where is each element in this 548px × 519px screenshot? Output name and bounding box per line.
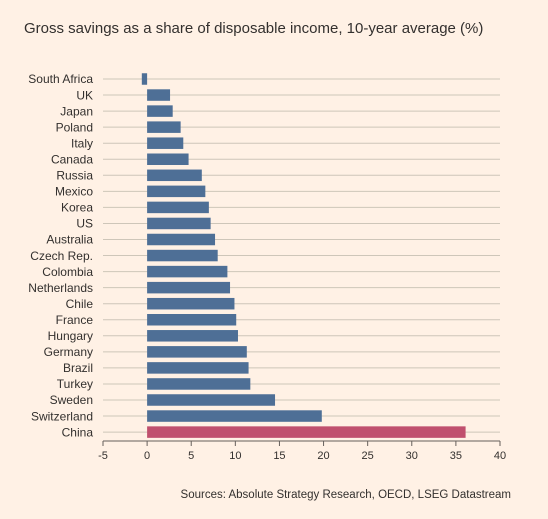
category-label: Netherlands bbox=[28, 281, 93, 295]
x-axis: -5 0 5 10 15 20 25 30 35 40 bbox=[98, 440, 506, 462]
x-tick-label: 30 bbox=[406, 450, 418, 462]
category-label: Switzerland bbox=[31, 409, 93, 423]
category-label: Sweden bbox=[50, 393, 93, 407]
category-label: Canada bbox=[51, 152, 93, 166]
source-note: Sources: Absolute Strategy Research, OEC… bbox=[180, 489, 511, 501]
bar-uk bbox=[147, 89, 171, 101]
category-label: South Africa bbox=[28, 72, 93, 86]
category-label: Turkey bbox=[57, 377, 93, 391]
category-label: Australia bbox=[46, 233, 93, 247]
category-label: France bbox=[56, 313, 94, 327]
x-tick-label: 40 bbox=[494, 450, 506, 462]
bar-chile bbox=[147, 297, 235, 310]
category-label: Japan bbox=[60, 104, 93, 118]
bar-sweden bbox=[147, 394, 276, 406]
bars bbox=[141, 73, 466, 438]
category-label: Korea bbox=[61, 201, 93, 215]
x-tick-label: 20 bbox=[317, 450, 329, 462]
bar-korea bbox=[147, 201, 209, 214]
category-label: Mexico bbox=[55, 185, 93, 199]
category-label: Czech Rep. bbox=[30, 249, 93, 263]
chart-title: Gross savings as a share of disposable i… bbox=[24, 20, 484, 37]
category-labels: South Africa UK Japan Poland Italy Canada Russ… bbox=[28, 72, 93, 439]
bar-germany bbox=[147, 346, 247, 358]
category-label: UK bbox=[76, 88, 93, 102]
x-tick-label: -5 bbox=[98, 450, 108, 462]
category-label: Poland bbox=[56, 120, 93, 134]
category-label: Hungary bbox=[48, 329, 93, 343]
x-tick-label: 15 bbox=[273, 450, 285, 462]
category-label: Russia bbox=[56, 169, 93, 183]
category-label: Brazil bbox=[63, 361, 93, 375]
category-label: Italy bbox=[71, 136, 93, 150]
x-tick-label: 5 bbox=[188, 450, 194, 462]
x-tick-label: 35 bbox=[450, 450, 462, 462]
bar-hungary bbox=[147, 330, 238, 342]
bar-switzerland bbox=[147, 410, 322, 422]
bar-canada bbox=[147, 153, 189, 165]
bar-us bbox=[147, 217, 211, 230]
bar-south-africa bbox=[141, 73, 148, 85]
bar-netherlands bbox=[147, 281, 231, 294]
category-label: US bbox=[76, 217, 93, 231]
bar-czech-rep- bbox=[147, 249, 218, 262]
bar-china bbox=[147, 426, 466, 438]
bar-japan bbox=[147, 105, 173, 117]
bar-france bbox=[147, 314, 237, 326]
x-tick-label: 0 bbox=[144, 450, 150, 462]
x-tick-label: 10 bbox=[229, 450, 241, 462]
bar-italy bbox=[147, 137, 184, 149]
x-tick-label: 25 bbox=[362, 450, 374, 462]
category-label: Colombia bbox=[42, 265, 93, 279]
bar-colombia bbox=[147, 265, 228, 278]
bar-australia bbox=[147, 233, 216, 246]
category-label: China bbox=[62, 425, 94, 439]
category-label: Germany bbox=[44, 345, 93, 359]
bar-russia bbox=[147, 169, 202, 182]
bar-mexico bbox=[147, 185, 206, 198]
category-label: Chile bbox=[66, 297, 94, 311]
bar-turkey bbox=[147, 378, 251, 390]
bar-brazil bbox=[147, 362, 249, 374]
bar-poland bbox=[147, 121, 181, 133]
